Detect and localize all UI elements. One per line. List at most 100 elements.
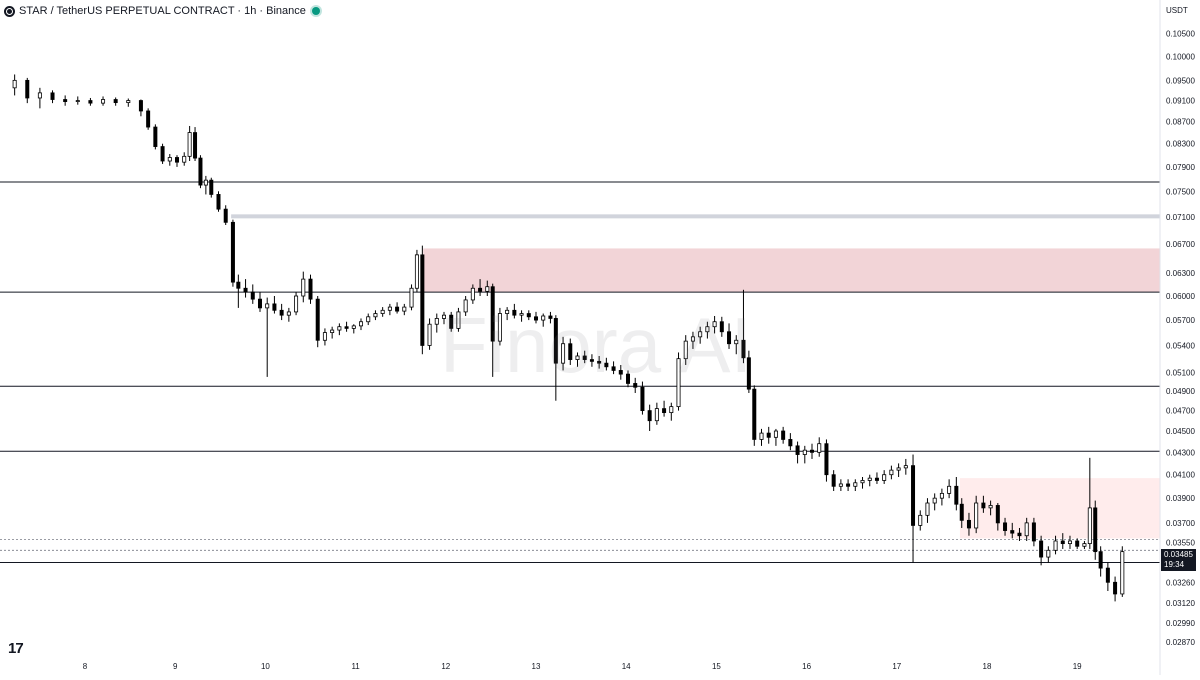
- candle-body: [441, 314, 446, 319]
- candle: [12, 74, 17, 96]
- candle-body: [351, 325, 356, 329]
- candle: [534, 311, 539, 324]
- candle: [683, 335, 688, 365]
- candle: [853, 479, 858, 492]
- current-price-tag: 0.03485 19:34: [1161, 549, 1196, 571]
- y-tick-label: 0.09100: [1166, 97, 1195, 106]
- current-price-value: 0.03485: [1164, 550, 1193, 559]
- candle-body: [519, 313, 524, 316]
- candle-body: [882, 474, 887, 481]
- candle: [561, 336, 566, 371]
- candle: [380, 307, 385, 317]
- y-tick-label: 0.06000: [1166, 292, 1195, 301]
- candle: [759, 428, 764, 446]
- candle-body: [470, 287, 475, 301]
- candle: [918, 510, 923, 531]
- candle-body: [1039, 540, 1044, 558]
- candle: [860, 476, 865, 489]
- candle-body: [434, 318, 439, 325]
- candle: [795, 441, 800, 464]
- bar-countdown: 19:34: [1164, 560, 1185, 569]
- symbol-header[interactable]: STAR / TetherUS PERPETUAL CONTRACT · 1h …: [4, 3, 320, 19]
- x-tick-label: 19: [1073, 662, 1082, 671]
- candle-body: [193, 132, 198, 159]
- candle-body: [330, 329, 335, 333]
- candle: [153, 124, 158, 150]
- candle-body: [589, 359, 594, 362]
- candle-body: [954, 485, 959, 505]
- candle: [896, 463, 901, 477]
- supply-zone-2: [959, 478, 1160, 539]
- candle-body: [626, 373, 631, 384]
- candle: [1039, 535, 1044, 566]
- candle-body: [449, 314, 454, 329]
- candle-body: [1003, 522, 1008, 531]
- y-tick-label: 0.07500: [1166, 187, 1195, 196]
- candle: [209, 177, 214, 198]
- candle: [250, 284, 255, 304]
- y-tick-label: 0.09500: [1166, 76, 1195, 85]
- candle: [272, 296, 277, 314]
- candle: [553, 315, 558, 401]
- y-tick-label: 0.08700: [1166, 118, 1195, 127]
- candle-body: [853, 482, 858, 487]
- y-tick-label: 0.04900: [1166, 387, 1195, 396]
- candles-layer: [12, 74, 1125, 602]
- candle-body: [746, 357, 751, 390]
- y-tick-label: 0.10500: [1166, 29, 1195, 38]
- candle: [512, 303, 517, 319]
- candle: [1060, 533, 1065, 549]
- candle: [198, 155, 203, 189]
- symbol-title[interactable]: STAR / TetherUS PERPETUAL CONTRACT · 1h …: [19, 5, 306, 17]
- candle: [939, 488, 944, 506]
- candle-body: [243, 287, 248, 293]
- y-tick-label: 0.10000: [1166, 52, 1195, 61]
- candle: [294, 292, 299, 316]
- candle-body: [867, 477, 872, 481]
- candle: [359, 318, 364, 331]
- candle-body: [719, 321, 724, 333]
- candle: [485, 280, 490, 297]
- candle-body: [918, 514, 923, 526]
- candle: [463, 296, 468, 316]
- candle: [101, 96, 106, 106]
- x-tick-label: 17: [892, 662, 901, 671]
- candle-body: [669, 406, 674, 414]
- candle: [662, 400, 667, 417]
- candle: [456, 307, 461, 332]
- tradingview-logo-icon[interactable]: 17: [8, 640, 24, 657]
- candle-body: [781, 430, 786, 440]
- faint-level-band: [231, 214, 1160, 219]
- candle: [611, 361, 616, 375]
- candle: [654, 402, 659, 425]
- candle-body: [257, 298, 262, 309]
- candle: [1075, 538, 1080, 549]
- candle-body: [802, 449, 807, 455]
- candle-body: [582, 355, 587, 360]
- candle-body: [1098, 551, 1103, 569]
- candle-body: [294, 295, 299, 313]
- candle-body: [265, 303, 270, 309]
- x-tick-label: 18: [983, 662, 992, 671]
- candle: [788, 433, 793, 451]
- candle-body: [1046, 549, 1051, 558]
- candle: [741, 289, 746, 364]
- candle: [402, 303, 407, 316]
- candle-body: [1024, 522, 1029, 537]
- candle: [449, 311, 454, 332]
- candle-body: [683, 340, 688, 360]
- candle: [647, 404, 652, 432]
- y-tick-label: 0.07100: [1166, 213, 1195, 222]
- candle: [1024, 517, 1029, 541]
- price-axis-currency[interactable]: USDT: [1166, 6, 1188, 15]
- candle: [1046, 546, 1051, 563]
- candle: [981, 495, 986, 513]
- candle-body: [50, 92, 55, 100]
- candle: [126, 98, 131, 107]
- y-tick-label: 0.03550: [1166, 538, 1195, 547]
- candle-body: [101, 99, 106, 104]
- candle-body: [604, 362, 609, 368]
- candle: [265, 297, 270, 377]
